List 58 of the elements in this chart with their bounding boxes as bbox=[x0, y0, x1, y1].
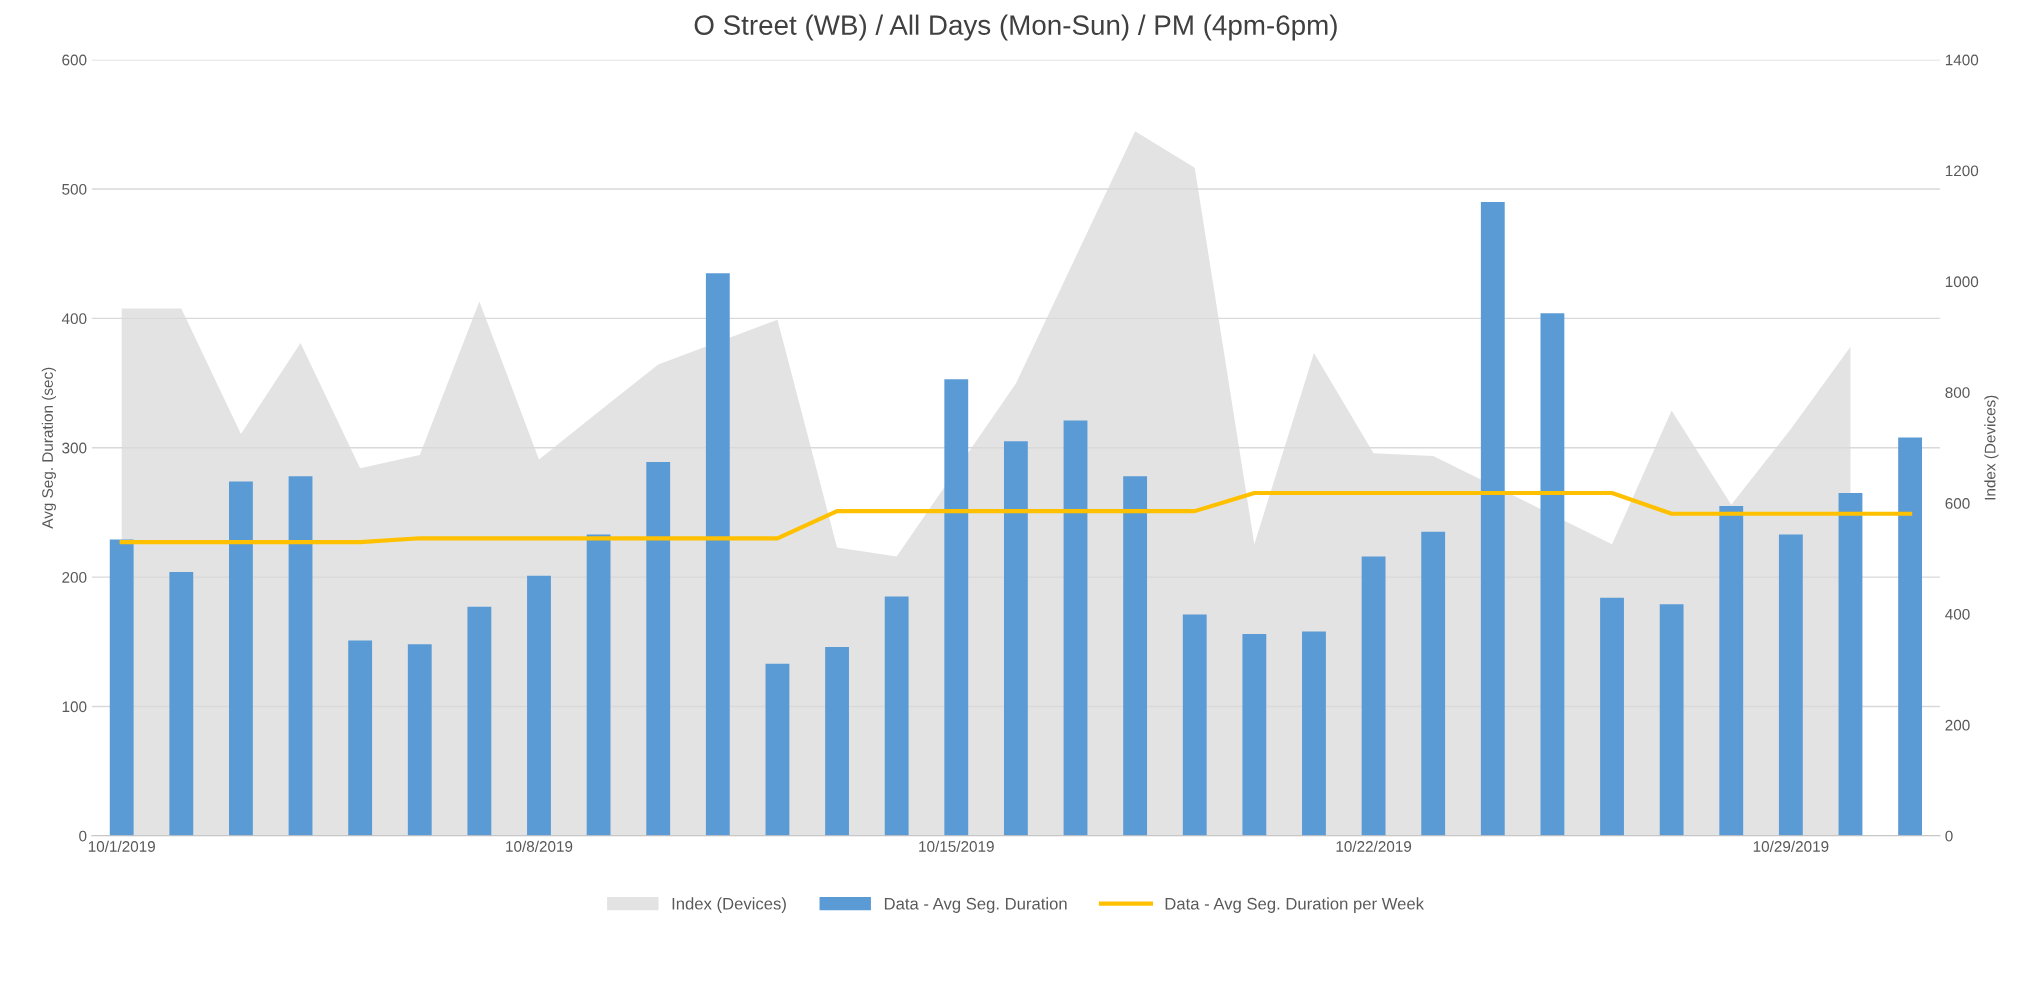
y2-tick-label: 400 bbox=[1945, 608, 1970, 620]
bar bbox=[288, 476, 313, 836]
bar bbox=[646, 461, 671, 836]
y2-tick-label: 800 bbox=[1945, 387, 1970, 398]
y2-tick-label: 1400 bbox=[1945, 54, 1979, 66]
bar bbox=[705, 273, 730, 836]
y-tick-label: 300 bbox=[62, 442, 87, 454]
bar bbox=[527, 575, 551, 836]
x-tick-label: 10/1/2019 bbox=[88, 840, 155, 852]
bar bbox=[944, 379, 969, 836]
x-tick-label: 10/8/2019 bbox=[506, 840, 573, 852]
y2-tick-label: 0 bbox=[1945, 830, 1953, 842]
bar bbox=[1778, 534, 1803, 836]
bar bbox=[467, 606, 492, 836]
x-tick-label: 10/29/2019 bbox=[1753, 840, 1829, 852]
bar bbox=[1898, 437, 1923, 836]
y-tick-label: 100 bbox=[62, 701, 87, 713]
legend-label: Data - Avg Seg. Duration per Week bbox=[1165, 897, 1425, 913]
legend-label: Index (Devices) bbox=[672, 897, 786, 913]
y-tick-label: 0 bbox=[79, 830, 87, 842]
y2-tick-label: 1000 bbox=[1945, 276, 1979, 288]
bar bbox=[169, 571, 194, 836]
bar bbox=[1003, 441, 1028, 836]
bar bbox=[229, 481, 253, 836]
bar bbox=[884, 596, 909, 836]
bar bbox=[1302, 631, 1326, 836]
bar bbox=[1659, 604, 1684, 836]
x-tick-label: 10/22/2019 bbox=[1336, 840, 1412, 852]
bar bbox=[1123, 476, 1148, 836]
y2-tick-label: 600 bbox=[1945, 498, 1970, 509]
legend-label: Data - Avg Seg. Duration bbox=[884, 897, 1067, 913]
bar bbox=[109, 539, 134, 836]
y2-axis-title: Index (Devices) bbox=[1984, 395, 1999, 500]
bar bbox=[1540, 313, 1565, 836]
y-tick-label: 600 bbox=[62, 54, 87, 66]
bar bbox=[348, 640, 373, 836]
line-series bbox=[119, 490, 1913, 545]
bar bbox=[1421, 531, 1446, 836]
y2-tick-label: 200 bbox=[1945, 719, 1970, 731]
bar bbox=[1719, 505, 1744, 836]
bar bbox=[1242, 634, 1267, 836]
y2-tick-label: 1200 bbox=[1945, 165, 1979, 177]
y-axis-title: Avg Seg. Duration (sec) bbox=[41, 367, 56, 529]
bar bbox=[825, 646, 849, 836]
chart-title: O Street (WB) / All Days (Mon-Sun) / PM (4pm-6pm) bbox=[694, 14, 1337, 41]
bar bbox=[1361, 556, 1386, 836]
y-tick-label: 400 bbox=[61, 313, 87, 325]
bar bbox=[1600, 597, 1624, 836]
bar bbox=[1063, 420, 1088, 836]
y-tick-label: 200 bbox=[62, 571, 87, 583]
bar bbox=[1480, 201, 1505, 836]
bar bbox=[407, 644, 432, 836]
bar bbox=[1838, 493, 1863, 836]
bar bbox=[765, 663, 790, 836]
bar bbox=[1182, 614, 1207, 836]
bar bbox=[586, 534, 611, 836]
y-tick-label: 500 bbox=[62, 183, 87, 195]
x-tick-label: 10/15/2019 bbox=[919, 840, 994, 852]
